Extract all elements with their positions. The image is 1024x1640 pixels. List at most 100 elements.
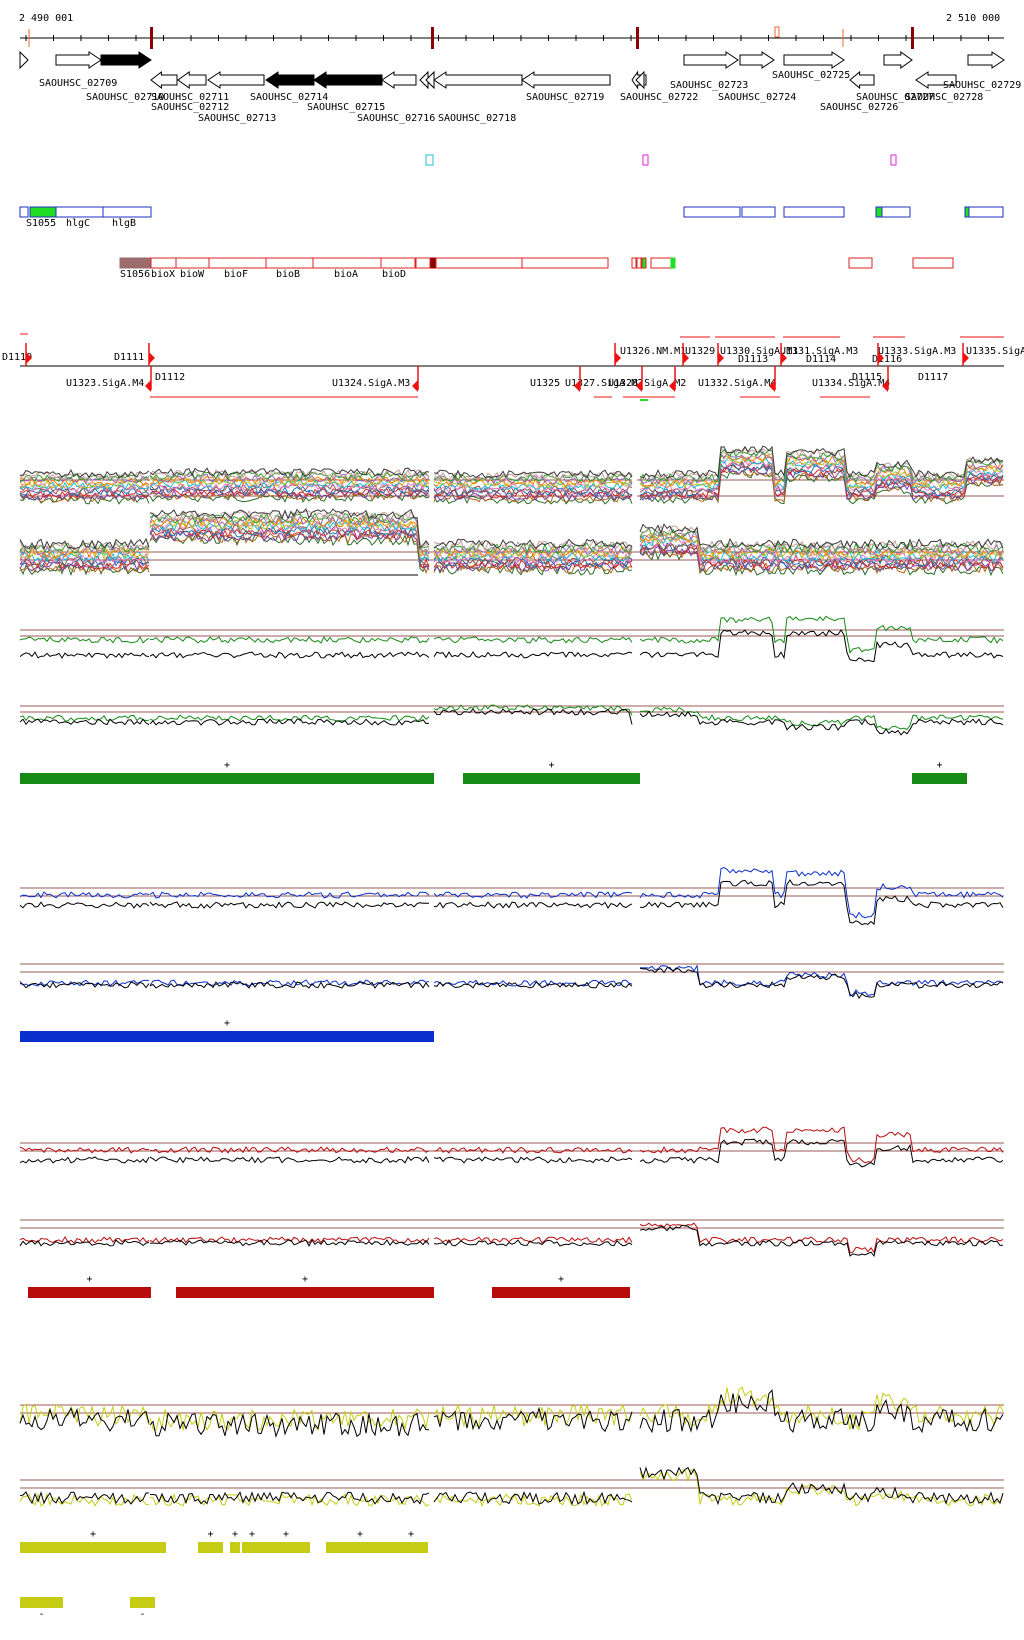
expression-line [149, 651, 430, 659]
gene-label: SAOUHSC_02713 [198, 113, 276, 124]
expression-line [19, 1403, 150, 1427]
ruler-mark [774, 26, 780, 38]
feature-box [55, 206, 104, 218]
expression-line [19, 1407, 150, 1432]
feature-box [670, 257, 676, 269]
transcript-label: D1113 [738, 354, 768, 365]
expression-line [149, 1408, 430, 1431]
expression-line [19, 1146, 150, 1154]
expression-line [149, 981, 430, 989]
feature-box [19, 206, 29, 218]
transcript-label: U1324.SigA.M3 [332, 378, 410, 389]
marker-box [890, 154, 897, 166]
expression-line [149, 1146, 430, 1154]
segment-sign: + [558, 1274, 564, 1285]
expression-line [149, 891, 430, 899]
feature-box [150, 257, 177, 269]
segment-sign: + [232, 1529, 238, 1540]
feature-box [208, 257, 267, 269]
transcript-label: U1327.SigA.M2 [565, 378, 643, 389]
feature-box [29, 206, 57, 218]
feature-box [175, 257, 210, 269]
feature-box [119, 257, 152, 269]
transcript-label: U1325 [530, 378, 560, 389]
expression-line [639, 706, 1004, 731]
segment-bar [463, 773, 640, 784]
expression-line [19, 537, 150, 551]
expression-line [433, 476, 633, 487]
left-arrow-gene-icon [915, 71, 957, 89]
expression-line [639, 460, 1004, 495]
tss-flag-right-icon [963, 352, 969, 364]
segment-sign: + [302, 1274, 308, 1285]
segment-bar [912, 773, 967, 784]
expression-line [19, 495, 150, 505]
feature-box [881, 206, 911, 218]
plus-strand-feature-track: S1055 hlgC hlgB [19, 206, 1004, 229]
expression-line [19, 487, 150, 497]
feature-box [636, 257, 642, 269]
expression-line [20, 469, 150, 479]
expression-line [433, 1492, 633, 1508]
expression-line [639, 466, 1004, 501]
expression-line [149, 522, 430, 558]
feature-box [683, 206, 741, 218]
feature-box [435, 257, 523, 269]
expression-line [433, 1490, 633, 1506]
expression-line [639, 450, 1004, 485]
expression-line [433, 1236, 633, 1244]
expression-line [19, 981, 150, 989]
expression-line [639, 445, 1004, 482]
segment-sign: + [87, 1274, 93, 1285]
transcript-label: D1115 [852, 372, 882, 383]
expression-line [639, 537, 1004, 564]
expression-line [19, 481, 150, 491]
gene-label: SAOUHSC_02719 [526, 92, 604, 103]
expression-line [433, 1403, 633, 1428]
expression-line [433, 1239, 633, 1247]
expression-line [150, 1491, 430, 1505]
feature-box [875, 206, 883, 218]
expression-line [149, 508, 430, 550]
expression-line [19, 544, 150, 557]
gene-label: SAOUHSC_02709 [39, 78, 117, 89]
feature-box [641, 257, 647, 269]
expression-line [433, 538, 633, 550]
expression-line [433, 708, 633, 725]
gene-label: SAOUHSC_02710 [86, 92, 164, 103]
expression-line [433, 539, 633, 553]
segment-bar [20, 1597, 63, 1608]
tss-flag-left-icon [412, 380, 418, 392]
expression-line [433, 891, 633, 899]
segment-bar [176, 1287, 434, 1298]
expression-line [149, 512, 430, 549]
transcript-label: D1114 [806, 354, 836, 365]
marker-box [425, 154, 434, 166]
segment-bar [28, 1287, 151, 1298]
gap-marker [632, 465, 635, 520]
left-arrow-gene-icon [265, 71, 315, 89]
expression-line [149, 526, 430, 566]
gene-label: SAOUHSC_02724 [718, 92, 796, 103]
gene-label: SAOUHSC_02725 [772, 70, 850, 81]
expression-line [149, 481, 430, 491]
expression-line [433, 651, 633, 659]
expression-line [639, 1468, 1004, 1507]
expression-line [639, 1224, 1004, 1258]
left-arrow-gene-icon [635, 70, 645, 90]
gene-label: SAOUHSC_02718 [438, 113, 516, 124]
expression-line [433, 469, 633, 479]
segment-bar [130, 1597, 155, 1608]
expression-line [639, 454, 1004, 489]
gene-label: SAOUHSC_02715 [307, 102, 385, 113]
expression-line [639, 866, 1004, 919]
expression-line [149, 636, 430, 644]
feature-box [521, 257, 609, 269]
left-arrow-gene-icon [150, 70, 178, 90]
expression-line [639, 1386, 1004, 1431]
segment-sign: + [357, 1529, 363, 1540]
gap-marker [634, 465, 637, 520]
tss-flag-left-icon [574, 380, 580, 392]
gap-marker [430, 465, 433, 520]
marker-boxes [425, 154, 897, 166]
